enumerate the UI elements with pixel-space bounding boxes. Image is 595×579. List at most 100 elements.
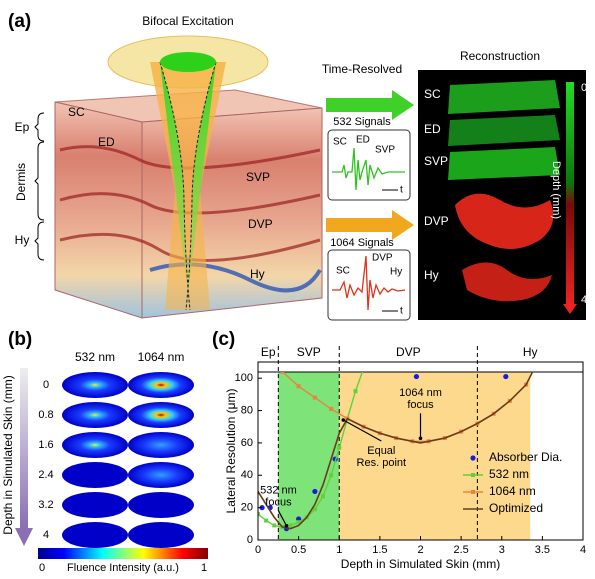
legend-marker [471, 473, 475, 477]
column-title: 1064 nm [138, 350, 185, 364]
fluence-map [62, 492, 128, 518]
depth-label: 0 [43, 379, 49, 391]
annotation-text: focus [265, 497, 292, 509]
depth-label: 1.6 [38, 439, 53, 451]
data-point [264, 519, 268, 523]
fluence-map [62, 432, 128, 458]
annotation-head [285, 524, 289, 528]
skin-label: Hy [250, 267, 265, 281]
legend-marker [471, 490, 475, 494]
fluence-map [128, 522, 194, 548]
data-point [337, 446, 341, 450]
legend-label: Optimized [489, 501, 543, 515]
depth-label: Depth (mm) [550, 161, 562, 219]
layer-label: Ep [15, 120, 30, 134]
fluence-map [128, 492, 194, 518]
x-tick-label: 3.5 [535, 544, 550, 556]
data-point [503, 374, 508, 379]
y-axis-label: Lateral Resolution (μm) [224, 389, 238, 514]
depth-bar [566, 82, 574, 304]
fluence-map [128, 372, 194, 398]
data-point [321, 494, 325, 498]
colorbar-label: Fluence Intensity (a.u.) [67, 562, 179, 574]
depth-label: 3.2 [38, 499, 53, 511]
peak-label: DVP [372, 253, 393, 264]
beam-top [160, 52, 216, 72]
excitation-title: Bifocal Excitation [142, 14, 233, 28]
fluence-map [62, 402, 128, 428]
x-axis-label: Depth in Simulated Skin (mm) [341, 557, 500, 571]
recon-label: Hy [424, 268, 439, 282]
recon-label: ED [424, 122, 441, 136]
recon-label: SVP [424, 154, 448, 168]
x-tick-label: 2.5 [453, 544, 468, 556]
fluence-map [62, 522, 128, 548]
data-point [297, 384, 301, 388]
skin-label: DVP [248, 217, 273, 231]
colorbar [38, 548, 208, 559]
colorbar-tick: 1 [201, 562, 207, 574]
data-point [329, 473, 333, 477]
y-tick-label: 80 [241, 404, 253, 416]
legend-label: 1064 nm [489, 484, 536, 498]
layer-brackets [35, 113, 44, 260]
data-point [329, 407, 333, 411]
depth-tick: 4 [581, 294, 587, 306]
skin-label: ED [98, 135, 115, 149]
annotation-text: focus [407, 399, 434, 411]
region-label: DVP [396, 345, 421, 359]
panel-a: (a) Bifocal Excitation Ep Dermis Hy SC E… [8, 11, 587, 320]
annotation-head [419, 436, 423, 440]
fluence-map [62, 372, 128, 398]
y-tick-label: 0 [247, 534, 253, 546]
data-point [312, 489, 317, 494]
fluence-map [62, 462, 128, 488]
x-tick-label: 0 [255, 544, 261, 556]
colorbar-tick: 0 [39, 562, 45, 574]
panel-label: (a) [8, 11, 31, 32]
signal-title: 1064 Signals [330, 237, 394, 249]
annotation-text: Res. point [357, 457, 407, 469]
y-tick-label: 60 [241, 437, 253, 449]
x-tick-label: 1.5 [372, 544, 387, 556]
data-point [272, 523, 276, 527]
x-tick-label: 3 [499, 544, 505, 556]
fluence-map [128, 402, 194, 428]
reconstruction-title: Reconstruction [460, 49, 540, 63]
data-point [313, 396, 317, 400]
depth-label: 0.8 [38, 409, 53, 421]
peak-label: SVP [375, 145, 395, 156]
region-label: SVP [297, 345, 321, 359]
fluence-map [128, 462, 194, 488]
peak-label: ED [356, 135, 370, 146]
y-tick-label: 40 [241, 469, 253, 481]
depth-arrow-head [15, 528, 33, 546]
skin-label: SVP [246, 170, 270, 184]
axis-label: Depth in Simulated Skin (mm) [1, 375, 15, 534]
legend-label: 532 nm [489, 467, 529, 481]
annotation-head [342, 418, 346, 422]
data-point [414, 374, 419, 379]
data-point [354, 389, 358, 393]
arrow-1064 [326, 210, 414, 240]
layer-label: Hy [15, 233, 30, 247]
recon-label: DVP [424, 214, 449, 228]
region-label: Hy [523, 345, 538, 359]
x-tick-label: 2 [417, 544, 423, 556]
layer-label: Dermis [14, 163, 28, 201]
panel-b: (b) 532 nm 1064 nm Depth in Simulated Sk… [1, 329, 208, 574]
signal-title: 532 Signals [333, 116, 391, 128]
depth-label: 2.4 [38, 469, 53, 481]
peak-label: SC [336, 266, 350, 277]
time-label: t [400, 306, 403, 317]
annotation-text: Equal [367, 445, 395, 457]
legend-label: Absorber Dia. [489, 450, 562, 464]
time-label: t [400, 185, 403, 196]
legend-marker [470, 455, 475, 460]
fluence-map [128, 432, 194, 458]
peak-label: Hy [390, 267, 402, 278]
depth-tick: 0 [581, 82, 587, 94]
skin-label: SC [68, 105, 85, 119]
region-label: Ep [261, 345, 276, 359]
